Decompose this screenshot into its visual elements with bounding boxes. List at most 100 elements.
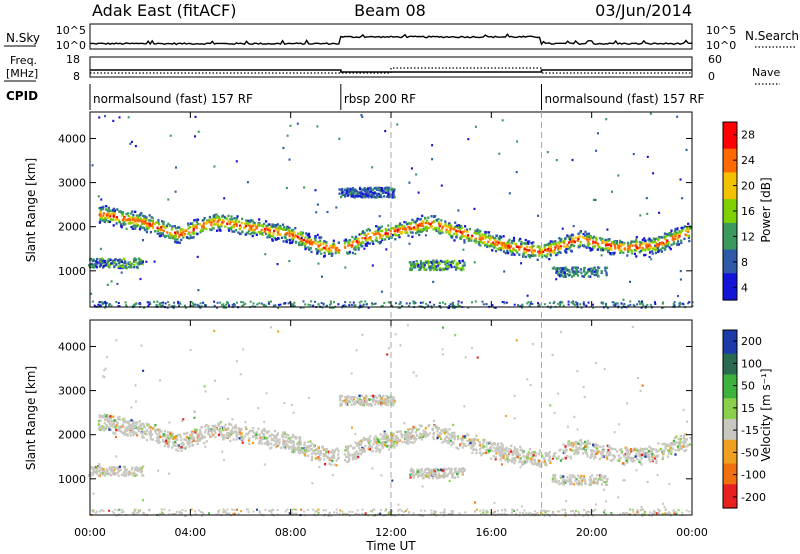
echo-point [651,247,654,250]
echo-point [494,456,497,459]
echo-point [561,267,565,270]
echo-point [384,191,387,194]
echo-point [426,434,429,437]
echo-point [192,232,195,236]
echo-point [345,240,348,243]
echo-point [680,241,683,245]
echo-point [688,443,691,446]
echo-point [335,464,338,467]
echo-point [309,304,312,307]
echo-point [662,301,664,304]
echo-point [361,304,364,307]
echo-point [673,241,676,244]
echo-point [379,433,382,436]
echo-point [372,193,375,196]
echo-point [243,222,247,225]
echo-point [513,303,516,306]
echo-point [569,457,572,460]
echo-point [632,303,635,306]
echo-point [379,229,382,232]
echo-point [187,439,190,443]
echo-point [455,232,458,235]
echo-point [285,226,289,230]
echo-point [99,206,102,210]
echo-point [103,264,106,268]
echo-point [424,228,427,232]
noise-right-tick-top: 10^5 [706,24,736,37]
echo-point [360,245,363,248]
echo-point [412,425,415,429]
echo-point [430,305,433,308]
echo-point [575,449,578,452]
echo-point [113,419,116,422]
echo-point [568,268,571,272]
echo-point [220,215,224,218]
echo-point [482,441,485,444]
echo-point [471,440,474,443]
echo-point [316,125,319,128]
echo-point [586,441,589,444]
echo-point [635,246,639,249]
echo-point [221,218,225,222]
echo-point [242,301,245,304]
echo-point [318,236,321,239]
echo-point [364,195,367,199]
echo-point [404,436,407,440]
echo-point [485,445,488,448]
echo-point [680,445,683,448]
echo-point [223,427,226,430]
echo-point [586,443,589,446]
echo-point [632,153,635,156]
echo-point [113,261,117,264]
echo-point [558,449,561,452]
echo-point [462,435,465,438]
echo-point [563,451,566,455]
echo-point [314,242,318,245]
echo-point [674,449,677,452]
echo-point [579,243,582,246]
echo-point [338,249,341,252]
echo-point [646,451,649,455]
echo-point [467,306,470,309]
echo-point [360,449,363,453]
echo-point [654,248,657,252]
cpid-segment-label: normalsound (fast) 157 RF [545,92,705,106]
echo-point [344,449,347,452]
echo-point [209,429,212,433]
echo-point [95,266,98,269]
noise-panel: 10^5 10^0 10^5 10^0 [56,23,736,52]
echo-point [230,428,233,432]
noise-sky-line [90,33,693,46]
echo-point [652,448,655,451]
echo-point [212,433,215,437]
echo-point [625,450,628,453]
echo-point [665,241,668,244]
echo-point [103,260,106,264]
echo-point [674,227,677,231]
echo-point [216,216,219,219]
echo-point [166,306,169,309]
echo-point [407,225,410,229]
echo-point [498,446,502,449]
echo-point [268,434,271,438]
echo-point [394,238,397,241]
echo-point [546,252,549,256]
echo-point [580,447,583,451]
echo-point [519,460,522,463]
echo-point [239,434,242,438]
echo-point [431,144,434,147]
echo-point [631,244,634,247]
echo-point [210,430,213,434]
echo-point [104,302,107,305]
echo-point [569,443,572,447]
echo-point [423,306,426,309]
echo-point [480,235,483,238]
echo-point [122,420,125,424]
echo-point [89,474,92,477]
echo-point [158,441,161,444]
echo-point [645,242,648,245]
echo-point [471,446,474,449]
echo-point [329,300,332,303]
echo-point [533,462,536,466]
